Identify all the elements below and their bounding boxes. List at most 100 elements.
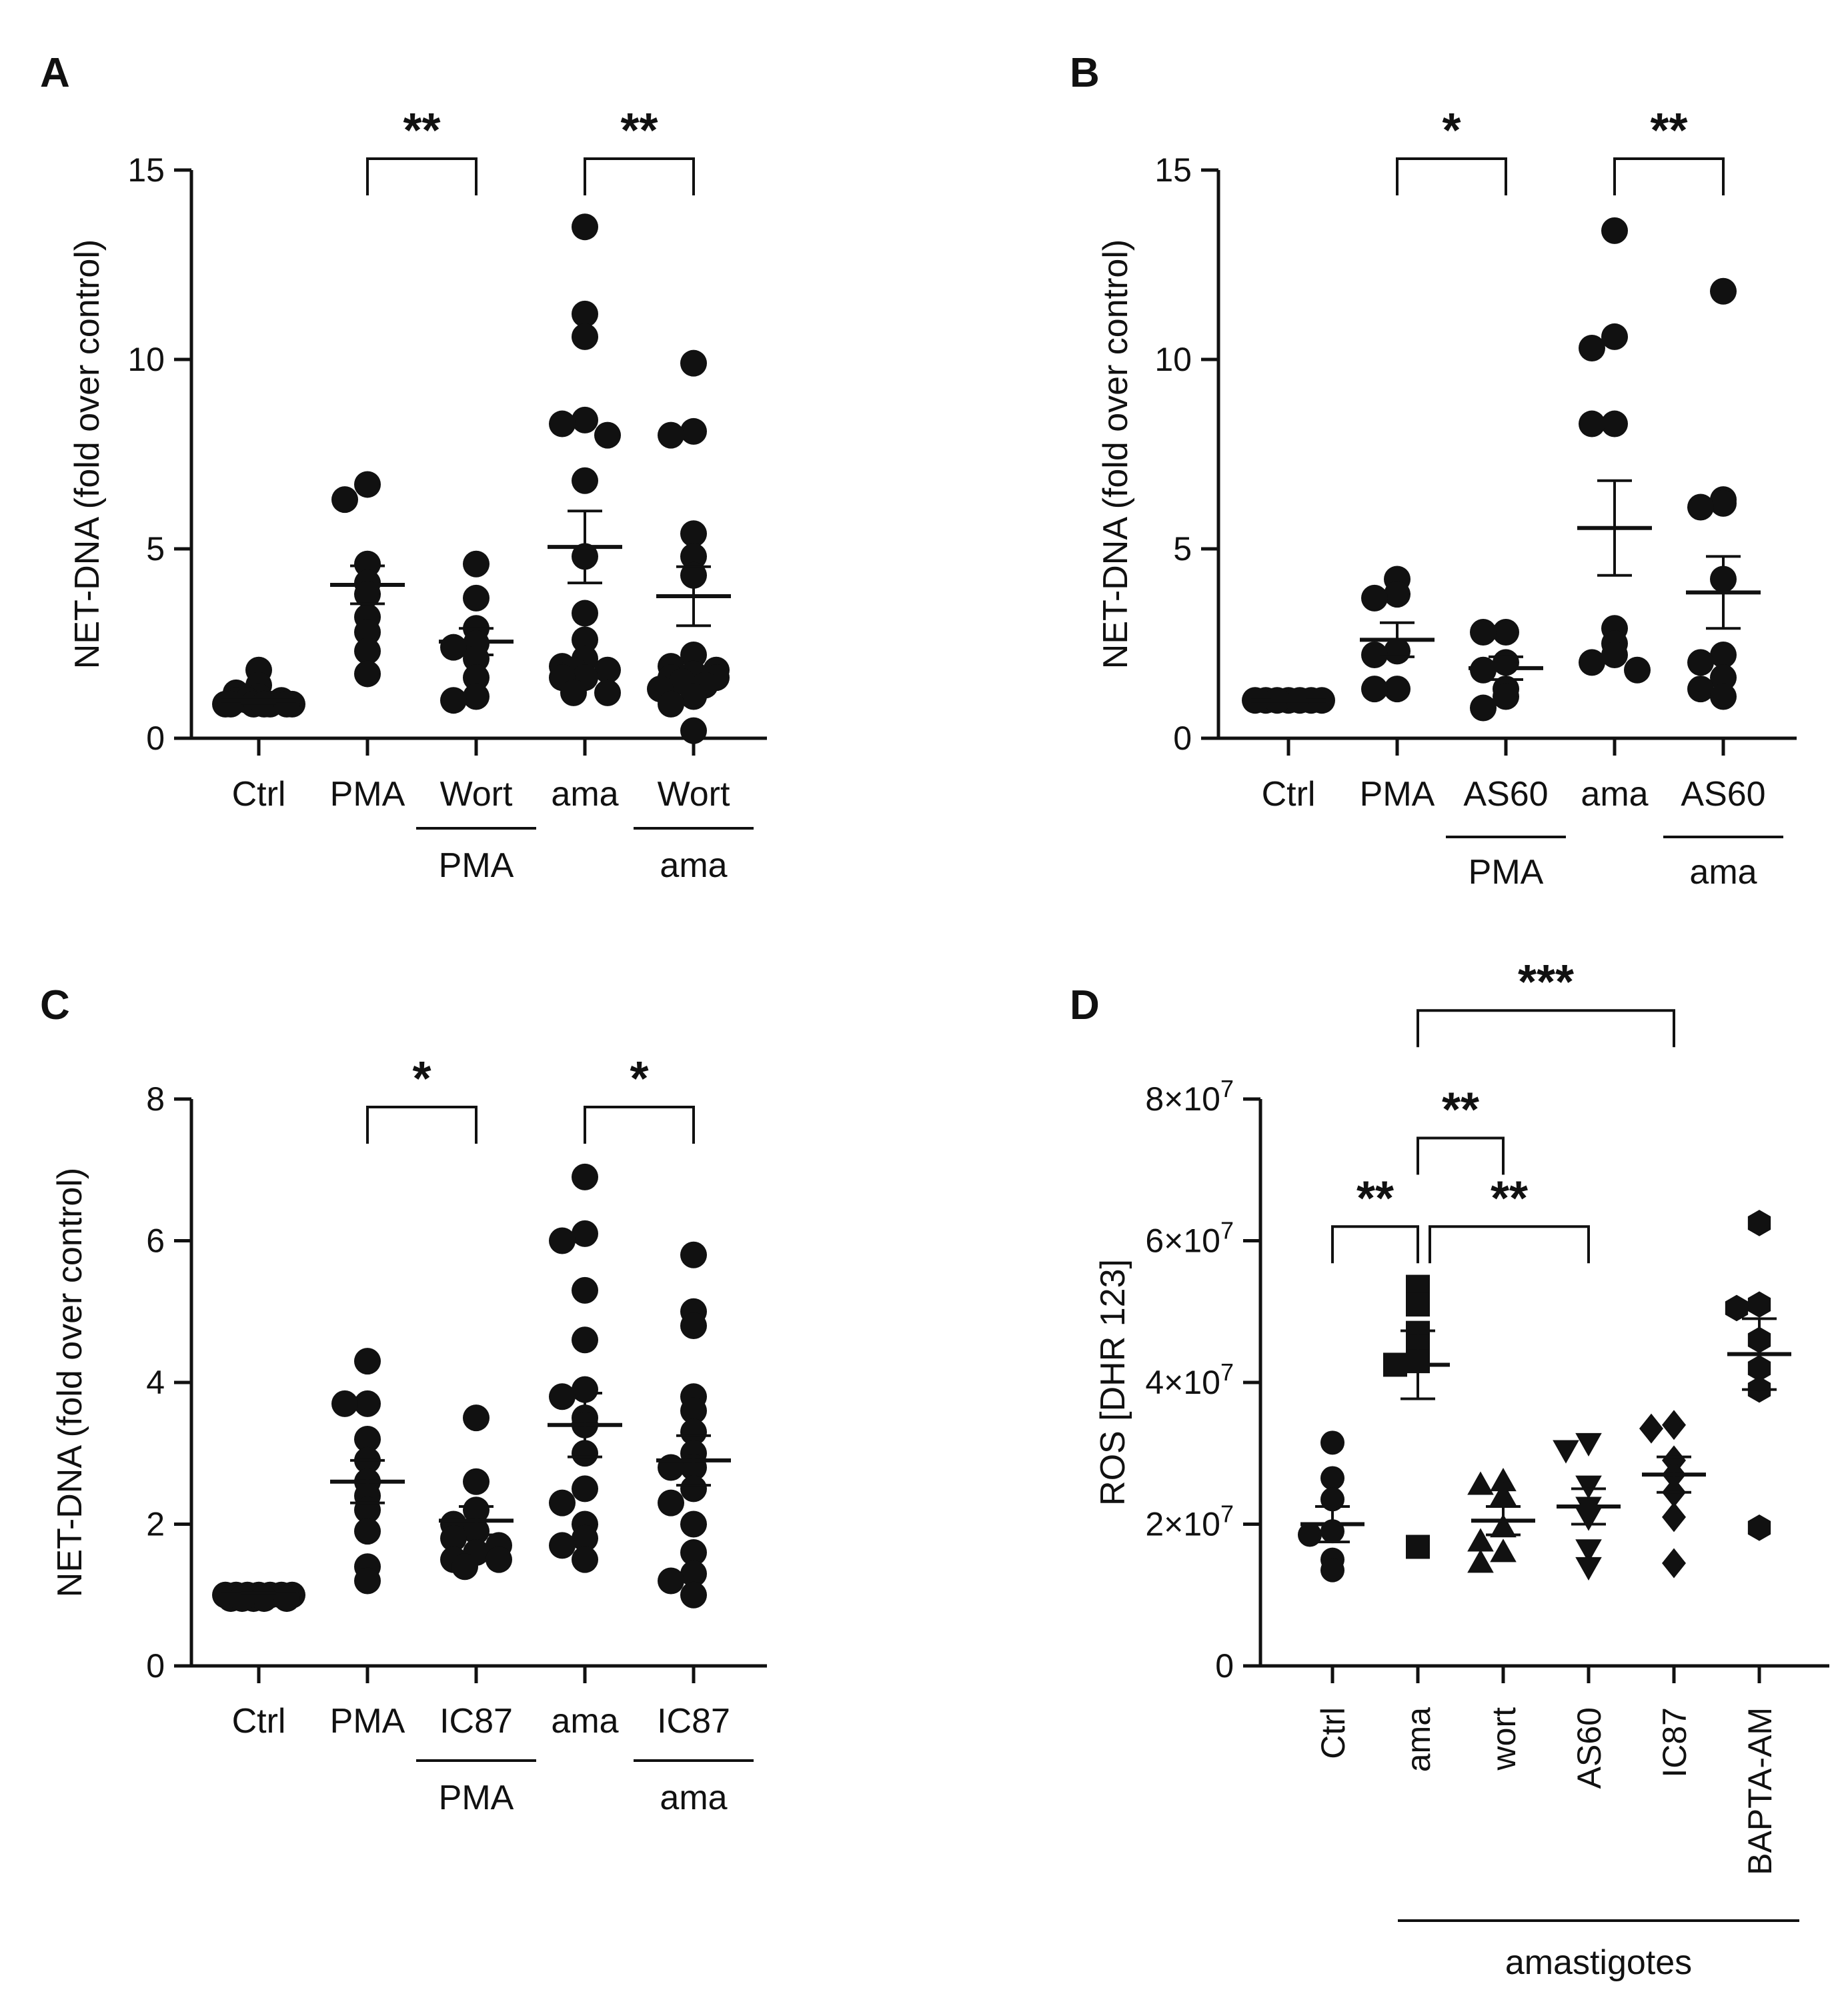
data-point [594,656,621,684]
data-point [1320,1466,1344,1490]
data-point [1579,334,1605,361]
significance-label: ** [620,104,658,157]
data-point [549,1532,576,1559]
y-tick-label: 8 [146,1080,165,1118]
data-point [229,1585,255,1613]
data-point [354,638,381,665]
significance-label: * [630,1052,648,1106]
data-point [1710,642,1737,669]
significance-label: ** [1650,104,1687,157]
panel-b-chart: 0 5 10 15 NET-DNA (fold over control) Ctrl PMA… [1096,104,1797,892]
data-point [549,1489,576,1517]
data-point [549,1383,576,1410]
data-point [658,1489,684,1517]
data-point [463,683,490,710]
x-tick-label: AS60 [1681,775,1765,814]
data-point [1406,1292,1430,1317]
significance-label: ** [403,104,440,157]
data-point [680,349,707,377]
significance-bracket [366,157,478,195]
data-point [463,1468,490,1495]
data-point [1601,410,1628,437]
data-point [549,410,576,437]
y-tick-label: 15 [127,151,165,189]
data-point [680,520,707,548]
significance-label: * [412,1052,431,1106]
data-point [572,1326,598,1354]
group-label: ama [660,1779,727,1817]
x-tick-label: ama [1400,1707,1437,1772]
y-tick-label: 6×107 [1145,1217,1234,1260]
y-tick-label: 0 [1215,1647,1234,1685]
data-point [680,1511,707,1538]
panel-label-b: B [1070,50,1100,96]
significance-label: ** [1356,1172,1394,1225]
data-point [680,1418,707,1446]
data-point [354,550,381,578]
data-point [1601,642,1628,669]
data-point [572,300,598,327]
data-point [680,1312,707,1339]
data-point [1624,656,1651,684]
data-point [440,687,467,714]
x-tick-label: AS60 [1571,1707,1608,1789]
data-point [1361,642,1388,669]
y-tick-label: 8×107 [1145,1075,1234,1118]
data-point [1406,1535,1430,1559]
data-point [572,213,598,241]
data-point [1747,1291,1771,1318]
data-point [1470,618,1497,646]
x-tick-label: IC87 [657,1702,730,1741]
data-point [451,1553,478,1581]
group-label: PMA [439,1779,514,1817]
data-point [1361,584,1388,612]
data-point [331,486,358,514]
x-tick-label: ama [551,1702,618,1741]
x-tick-label: IC87 [439,1702,513,1741]
y-tick-label: 0 [1173,720,1192,757]
x-tick-label: ama [1581,775,1648,814]
significance-bracket [584,157,695,195]
data-point [572,1220,598,1247]
group-label: ama [660,846,727,885]
data-point [440,1525,467,1552]
data-point [1467,1528,1494,1552]
group-label: ama [1689,853,1757,892]
significance-bracket [1429,1225,1590,1264]
y-axis-label: NET-DNA (fold over control) [68,239,107,669]
data-point [680,417,707,445]
data-point [1493,618,1519,646]
data-point [354,660,381,688]
x-tick-label: Wort [658,775,730,814]
data-point [1747,1515,1771,1541]
data-point [680,1475,707,1502]
data-point [680,683,707,710]
data-point [572,1376,598,1403]
group-label: PMA [1469,853,1544,892]
data-point [680,1581,707,1609]
significance-label: *** [1518,956,1574,1009]
panel-c-chart: 0 2 4 6 8 NET-DNA (fold over control) Ctrl PMA I… [51,1052,767,1817]
data-point [680,717,707,744]
data-point [354,1518,381,1545]
data-point [572,406,598,433]
significance-bracket [1396,157,1507,195]
data-point [572,1546,598,1573]
significance-bracket [1417,1009,1675,1048]
y-tick-label: 2×107 [1145,1500,1234,1543]
data-point [1575,1432,1602,1457]
data-point [486,1546,512,1573]
x-tick-label: PMA [1360,775,1435,814]
panel-a-chart: 0 5 10 15 NET-DNA (fold over control) Ctrl PMA… [68,104,767,885]
y-tick-label: 10 [127,341,165,378]
data-point [463,1404,490,1432]
data-point [572,626,598,654]
data-point [1710,664,1737,692]
data-point [549,1227,576,1254]
data-point [217,690,244,718]
x-tick-label: BAPTA-AM [1741,1707,1779,1875]
significance-label: ** [1491,1172,1528,1225]
significance-bracket [1331,1225,1419,1264]
x-tick-label: IC87 [1656,1707,1693,1778]
